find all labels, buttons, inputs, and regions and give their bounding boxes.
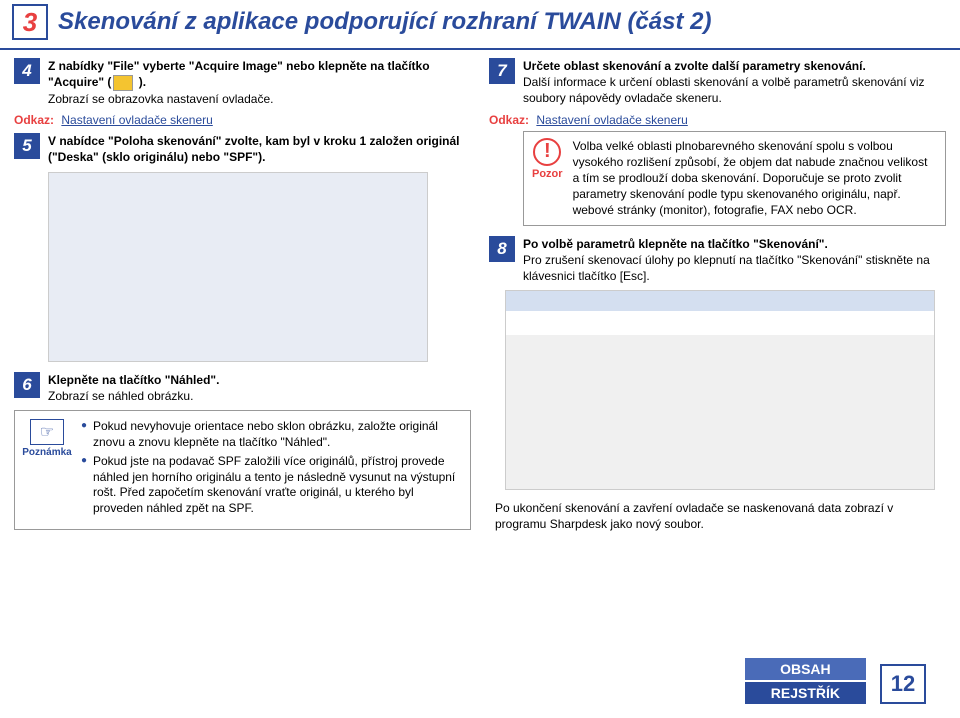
note-content: Pokud nevyhovuje orientace nebo sklon ob… bbox=[81, 419, 462, 521]
note-box: ☞ Poznámka Pokud nevyhovuje orientace ne… bbox=[14, 410, 471, 530]
step-4-bold2: ). bbox=[135, 75, 146, 89]
step-7-plain: Další informace k určení oblasti skenová… bbox=[523, 75, 925, 105]
step-number-5: 5 bbox=[14, 133, 40, 159]
step-8-text: Po volbě parametrů klepněte na tlačítko … bbox=[523, 236, 946, 285]
odkaz-label: Odkaz: bbox=[14, 113, 54, 127]
step-8: 8 Po volbě parametrů klepněte na tlačítk… bbox=[489, 236, 946, 285]
left-column: 4 Z nabídky "File" vyberte "Acquire Imag… bbox=[14, 58, 471, 536]
step-8-bold: Po volbě parametrů klepněte na tlačítko … bbox=[523, 237, 828, 251]
section-number: 3 bbox=[12, 4, 48, 40]
step-6-bold: Klepněte na tlačítko "Náhled". bbox=[48, 373, 219, 387]
caution-text: Volba velké oblasti plnobarevného skenov… bbox=[573, 138, 937, 219]
page-title: Skenování z aplikace podporující rozhran… bbox=[58, 8, 711, 36]
caution-label: Pozor bbox=[532, 168, 563, 180]
step-4-text: Z nabídky "File" vyberte "Acquire Image"… bbox=[48, 58, 471, 107]
step-8-plain: Pro zrušení skenovací úlohy po klepnutí … bbox=[523, 253, 930, 283]
step-number-6: 6 bbox=[14, 372, 40, 398]
step-4-odkaz-row: Odkaz: Nastavení ovladače skeneru bbox=[14, 113, 471, 127]
footer-navigation: OBSAH REJSTŘÍK 12 bbox=[745, 658, 926, 704]
acquire-icon bbox=[113, 75, 133, 91]
step-5: 5 V nabídce "Poloha skenování" zvolte, k… bbox=[14, 133, 471, 165]
step-6: 6 Klepněte na tlačítko "Náhled". Zobrazí… bbox=[14, 372, 471, 404]
note-icon: ☞ bbox=[30, 419, 64, 445]
step-4: 4 Z nabídky "File" vyberte "Acquire Imag… bbox=[14, 58, 471, 107]
note-item-1: Pokud nevyhovuje orientace nebo sklon ob… bbox=[81, 419, 462, 450]
caution-icon: ! bbox=[533, 138, 561, 166]
page-number: 12 bbox=[880, 664, 926, 704]
note-icon-wrap: ☞ Poznámka bbox=[23, 419, 71, 458]
note-item-2: Pokud jste na podavač SPF založili více … bbox=[81, 454, 462, 516]
step-4-plain: Zobrazí se obrazovka nastavení ovladače. bbox=[48, 92, 273, 106]
step-7-text: Určete oblast skenování a zvolte další p… bbox=[523, 58, 946, 107]
step-5-text: V nabídce "Poloha skenování" zvolte, kam… bbox=[48, 133, 471, 165]
step-4-bold: Z nabídky "File" vyberte "Acquire Image"… bbox=[48, 59, 430, 89]
step-number-7: 7 bbox=[489, 58, 515, 84]
page-header: 3 Skenování z aplikace podporující rozhr… bbox=[0, 0, 960, 50]
step-7-bold: Určete oblast skenování a zvolte další p… bbox=[523, 59, 866, 73]
closing-text: Po ukončení skenování a zavření ovladače… bbox=[495, 500, 946, 532]
caution-icon-wrap: ! Pozor bbox=[532, 138, 563, 180]
content-columns: 4 Z nabídky "File" vyberte "Acquire Imag… bbox=[0, 50, 960, 536]
right-column: 7 Určete oblast skenování a zvolte další… bbox=[489, 58, 946, 536]
step-number-8: 8 bbox=[489, 236, 515, 262]
index-button[interactable]: REJSTŘÍK bbox=[745, 682, 866, 704]
step-6-plain: Zobrazí se náhled obrázku. bbox=[48, 389, 193, 403]
contents-button[interactable]: OBSAH bbox=[745, 658, 866, 680]
step-7-odkaz-row: Odkaz: Nastavení ovladače skeneru bbox=[489, 113, 946, 127]
step-6-text: Klepněte na tlačítko "Náhled". Zobrazí s… bbox=[48, 372, 471, 404]
step-7: 7 Určete oblast skenování a zvolte další… bbox=[489, 58, 946, 107]
step-number-4: 4 bbox=[14, 58, 40, 84]
odkaz-label-2: Odkaz: bbox=[489, 113, 529, 127]
note-label: Poznámka bbox=[22, 447, 71, 458]
step-4-link[interactable]: Nastavení ovladače skeneru bbox=[61, 113, 212, 127]
sharpdesk-screenshot bbox=[505, 290, 935, 490]
scanner-dialog-screenshot bbox=[48, 172, 428, 362]
step-7-link[interactable]: Nastavení ovladače skeneru bbox=[536, 113, 687, 127]
caution-box: ! Pozor Volba velké oblasti plnobarevnéh… bbox=[523, 131, 946, 226]
nav-buttons: OBSAH REJSTŘÍK bbox=[745, 658, 866, 704]
